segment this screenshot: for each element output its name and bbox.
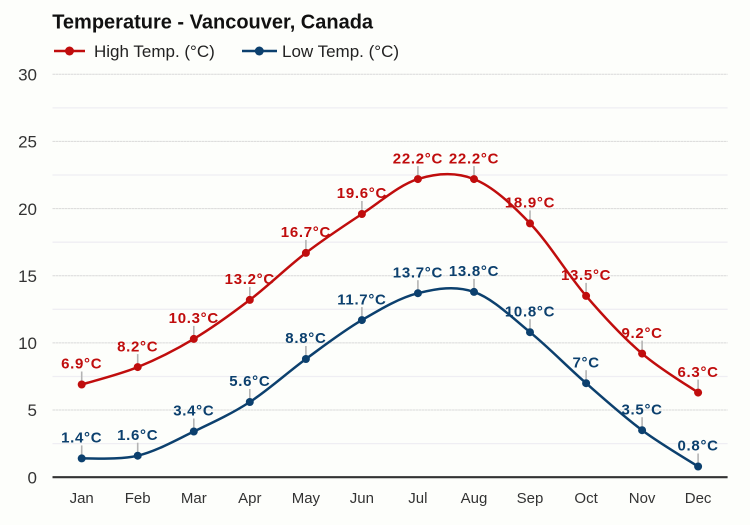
svg-text:Temperature - Vancouver, Canad: Temperature - Vancouver, Canada [52,12,374,34]
svg-text:Feb: Feb [125,490,151,507]
svg-text:Dec: Dec [685,490,712,507]
svg-text:3.4°C: 3.4°C [173,403,214,420]
svg-text:6.3°C: 6.3°C [678,364,719,381]
svg-text:9.2°C: 9.2°C [622,325,663,342]
svg-text:13.8°C: 13.8°C [449,263,499,280]
svg-text:30: 30 [18,66,37,85]
svg-text:1.6°C: 1.6°C [117,427,158,444]
svg-text:Nov: Nov [629,490,656,507]
svg-text:7°C: 7°C [572,354,599,371]
svg-text:May: May [292,490,321,507]
svg-text:10.8°C: 10.8°C [505,303,555,320]
svg-text:20: 20 [18,200,37,219]
svg-text:16.7°C: 16.7°C [281,224,331,241]
svg-text:10: 10 [18,334,37,353]
svg-text:22.2°C: 22.2°C [449,150,499,167]
svg-text:11.7°C: 11.7°C [337,291,386,308]
svg-text:15: 15 [18,267,37,286]
svg-text:Aug: Aug [461,490,488,507]
svg-text:8.2°C: 8.2°C [117,338,158,355]
svg-text:19.6°C: 19.6°C [337,185,387,202]
svg-text:13.2°C: 13.2°C [225,271,275,288]
svg-text:0.8°C: 0.8°C [678,438,719,455]
svg-text:3.5°C: 3.5°C [622,401,663,418]
svg-text:Jun: Jun [350,490,374,507]
svg-text:High Temp. (°C): High Temp. (°C) [94,42,215,61]
svg-text:5.6°C: 5.6°C [229,373,270,390]
svg-text:Mar: Mar [181,490,207,507]
svg-text:Low Temp. (°C): Low Temp. (°C) [282,42,399,61]
svg-text:8.8°C: 8.8°C [285,330,326,347]
svg-text:1.4°C: 1.4°C [61,430,102,447]
svg-text:13.7°C: 13.7°C [393,264,443,281]
svg-text:10.3°C: 10.3°C [169,310,219,327]
svg-text:Jan: Jan [70,490,94,507]
svg-text:13.5°C: 13.5°C [561,267,611,284]
svg-text:0: 0 [28,468,37,487]
svg-text:22.2°C: 22.2°C [393,150,443,167]
svg-text:18.9°C: 18.9°C [505,195,555,212]
svg-text:6.9°C: 6.9°C [61,356,102,373]
svg-text:Sep: Sep [517,490,544,507]
svg-text:25: 25 [18,133,37,152]
svg-text:Apr: Apr [238,490,261,507]
svg-text:Oct: Oct [574,490,598,507]
svg-text:5: 5 [28,401,37,420]
svg-text:Jul: Jul [408,490,427,507]
